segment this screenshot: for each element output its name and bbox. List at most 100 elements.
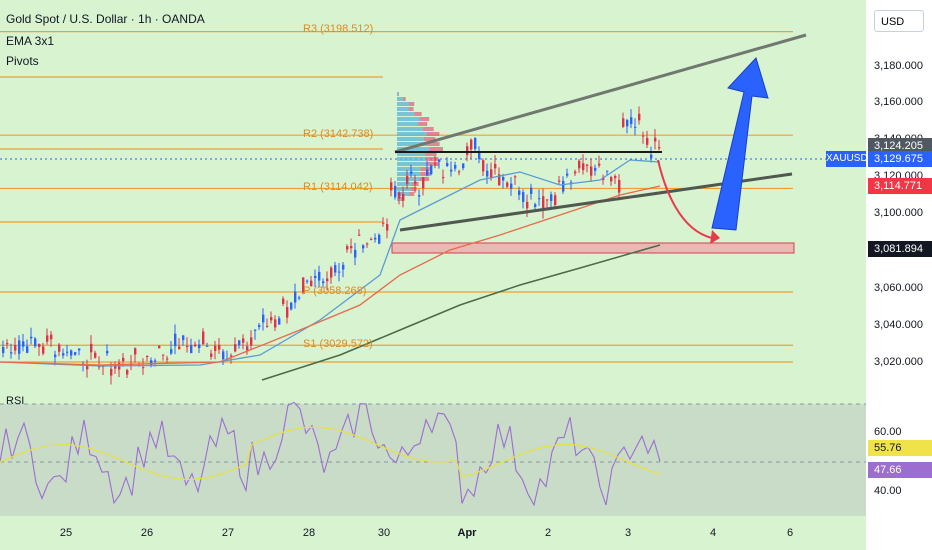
candle-body [434, 163, 437, 165]
candle-body [162, 354, 165, 356]
candle-body [382, 222, 385, 224]
pivot-p-label: P (3058.268) [303, 285, 367, 297]
candle-body [26, 346, 29, 353]
candle-body [274, 319, 277, 328]
time-tick: 4 [709, 527, 717, 539]
candle-body [178, 346, 181, 350]
candle-body [654, 137, 657, 142]
candle-body [206, 345, 209, 347]
candle-body [50, 334, 53, 340]
price-tick: 3,060.000 [874, 282, 923, 294]
candle-body [462, 163, 465, 169]
price-tick: 3,020.000 [874, 356, 923, 368]
forecast-down-arrow [657, 159, 713, 239]
candle-body [58, 344, 61, 352]
candle-body [38, 343, 41, 347]
candle-body [378, 234, 381, 244]
candle-body [594, 167, 597, 171]
candle-body [6, 343, 9, 345]
volume-profile-bar [403, 97, 406, 101]
time-axis-panel [0, 518, 866, 550]
candle-body [538, 198, 541, 200]
candle-body [578, 160, 581, 169]
candle-body [606, 170, 609, 172]
candle-body [330, 267, 333, 278]
candle-body [294, 291, 297, 303]
candle-body [322, 281, 325, 284]
price-axis-panel [866, 0, 932, 550]
candle-body [614, 175, 617, 179]
candle-body [650, 154, 653, 159]
candle-body [582, 163, 585, 171]
volume-profile-bar [424, 152, 437, 156]
candle-body [86, 365, 89, 370]
candle-body [438, 159, 441, 162]
rsi-badge-value: 47.66 [868, 462, 932, 478]
candle-body [546, 199, 549, 201]
candle-body [310, 280, 313, 287]
candle-body [230, 355, 233, 357]
rsi-label[interactable]: RSI [6, 395, 25, 407]
candle-body [630, 117, 633, 125]
time-tick: 2 [544, 527, 552, 539]
candle-body [658, 147, 661, 149]
candle-body [326, 278, 329, 282]
candle-body [526, 201, 529, 209]
candle-body [218, 344, 221, 350]
volume-profile-bar [397, 112, 415, 116]
candle-body [562, 180, 565, 192]
candle-body [78, 348, 81, 351]
volume-profile-bar [397, 102, 410, 106]
candle-body [626, 119, 629, 127]
time-tick: Apr [457, 527, 477, 539]
support-zone [391, 242, 795, 254]
candle-body [182, 335, 185, 341]
candle-body [270, 317, 273, 321]
candle-body [278, 318, 281, 325]
candle-body [470, 139, 473, 150]
pivots-indicator-label[interactable]: Pivots [6, 54, 39, 68]
symbol-tag[interactable]: XAUUSD [826, 151, 868, 167]
candle-body [394, 185, 397, 198]
candle-body [342, 264, 345, 270]
candle-body [134, 348, 137, 355]
volume-profile-bar [420, 167, 431, 171]
candle-body [442, 177, 445, 179]
volume-profile-bar [397, 117, 420, 121]
volume-profile-bar [414, 112, 422, 116]
candle-body [202, 331, 205, 345]
candle-body [238, 340, 241, 346]
candle-body [262, 314, 265, 323]
candle-body [426, 169, 429, 176]
candle-body [146, 355, 149, 358]
candle-body [622, 118, 625, 127]
candle-body [30, 336, 33, 339]
volume-profile-bar [429, 147, 443, 151]
candle-body [22, 341, 25, 347]
candle-body [122, 357, 125, 362]
chart-title[interactable]: Gold Spot / U.S. Dollar · 1h · OANDA [6, 12, 205, 26]
candle-body [450, 169, 453, 172]
volume-profile-bar [397, 182, 413, 186]
volume-profile-bar [425, 157, 439, 161]
candle-body [598, 163, 601, 166]
candle-body [210, 353, 213, 357]
ema-indicator-label[interactable]: EMA 3x1 [6, 34, 55, 48]
ema-mid-line [0, 185, 661, 366]
currency-button[interactable]: USD [874, 10, 924, 32]
candle-body [314, 275, 317, 279]
candle-body [150, 360, 153, 366]
forecast-up-arrow [711, 57, 769, 231]
candle-body [534, 204, 537, 208]
volume-profile-bar [397, 132, 427, 136]
candle-body [370, 238, 373, 240]
candle-body [306, 280, 309, 282]
candle-body [590, 166, 593, 176]
candle-body [254, 329, 257, 331]
price-badge-ema: 3,114.771 [868, 178, 932, 194]
candle-body [390, 182, 393, 191]
ema-slow-line [261, 244, 661, 381]
candle-body [514, 176, 517, 178]
candle-body [242, 338, 245, 343]
